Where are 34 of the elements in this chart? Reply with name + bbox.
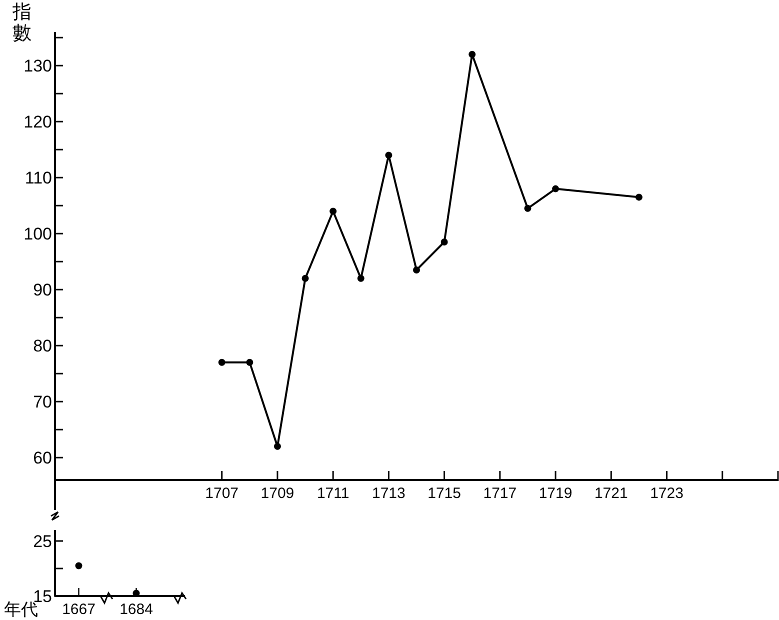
x-tick-label: 1667	[62, 601, 96, 618]
x-tick-label: 1719	[538, 485, 572, 502]
point	[218, 358, 226, 366]
y-tick-label: 60	[33, 448, 52, 468]
y-tick-label: 100	[24, 224, 52, 244]
point	[302, 274, 309, 282]
x-tick-label: 1684	[120, 601, 153, 618]
y-tick-label: 25	[33, 532, 52, 551]
point	[468, 50, 476, 58]
point	[246, 358, 254, 366]
x-tick-label: 1713	[372, 485, 406, 502]
x-tick-label: 1723	[650, 485, 684, 502]
y-tick-label: 130	[24, 56, 52, 76]
y-tick-label: 70	[33, 392, 52, 412]
x-tick-label: 1709	[260, 485, 294, 502]
x-tick-label: 1707	[205, 485, 239, 502]
point	[440, 238, 448, 246]
point	[274, 442, 281, 450]
point	[413, 266, 420, 274]
y-tick-label: 110	[24, 168, 52, 188]
point	[635, 194, 642, 201]
point	[552, 185, 560, 192]
y-tick-label: 120	[24, 112, 52, 132]
x-tick-label: 1715	[428, 485, 461, 502]
y-tick-label: 80	[33, 336, 52, 356]
y-axis-title: 指數	[12, 2, 32, 44]
point	[330, 208, 337, 215]
y-tick-label: 90	[33, 280, 52, 300]
x-tick-label: 1721	[594, 485, 628, 502]
point	[385, 152, 392, 159]
x-tick-label: 1717	[483, 485, 517, 502]
point	[524, 204, 532, 212]
point	[357, 274, 364, 282]
x-tick-label: 1711	[316, 485, 350, 502]
